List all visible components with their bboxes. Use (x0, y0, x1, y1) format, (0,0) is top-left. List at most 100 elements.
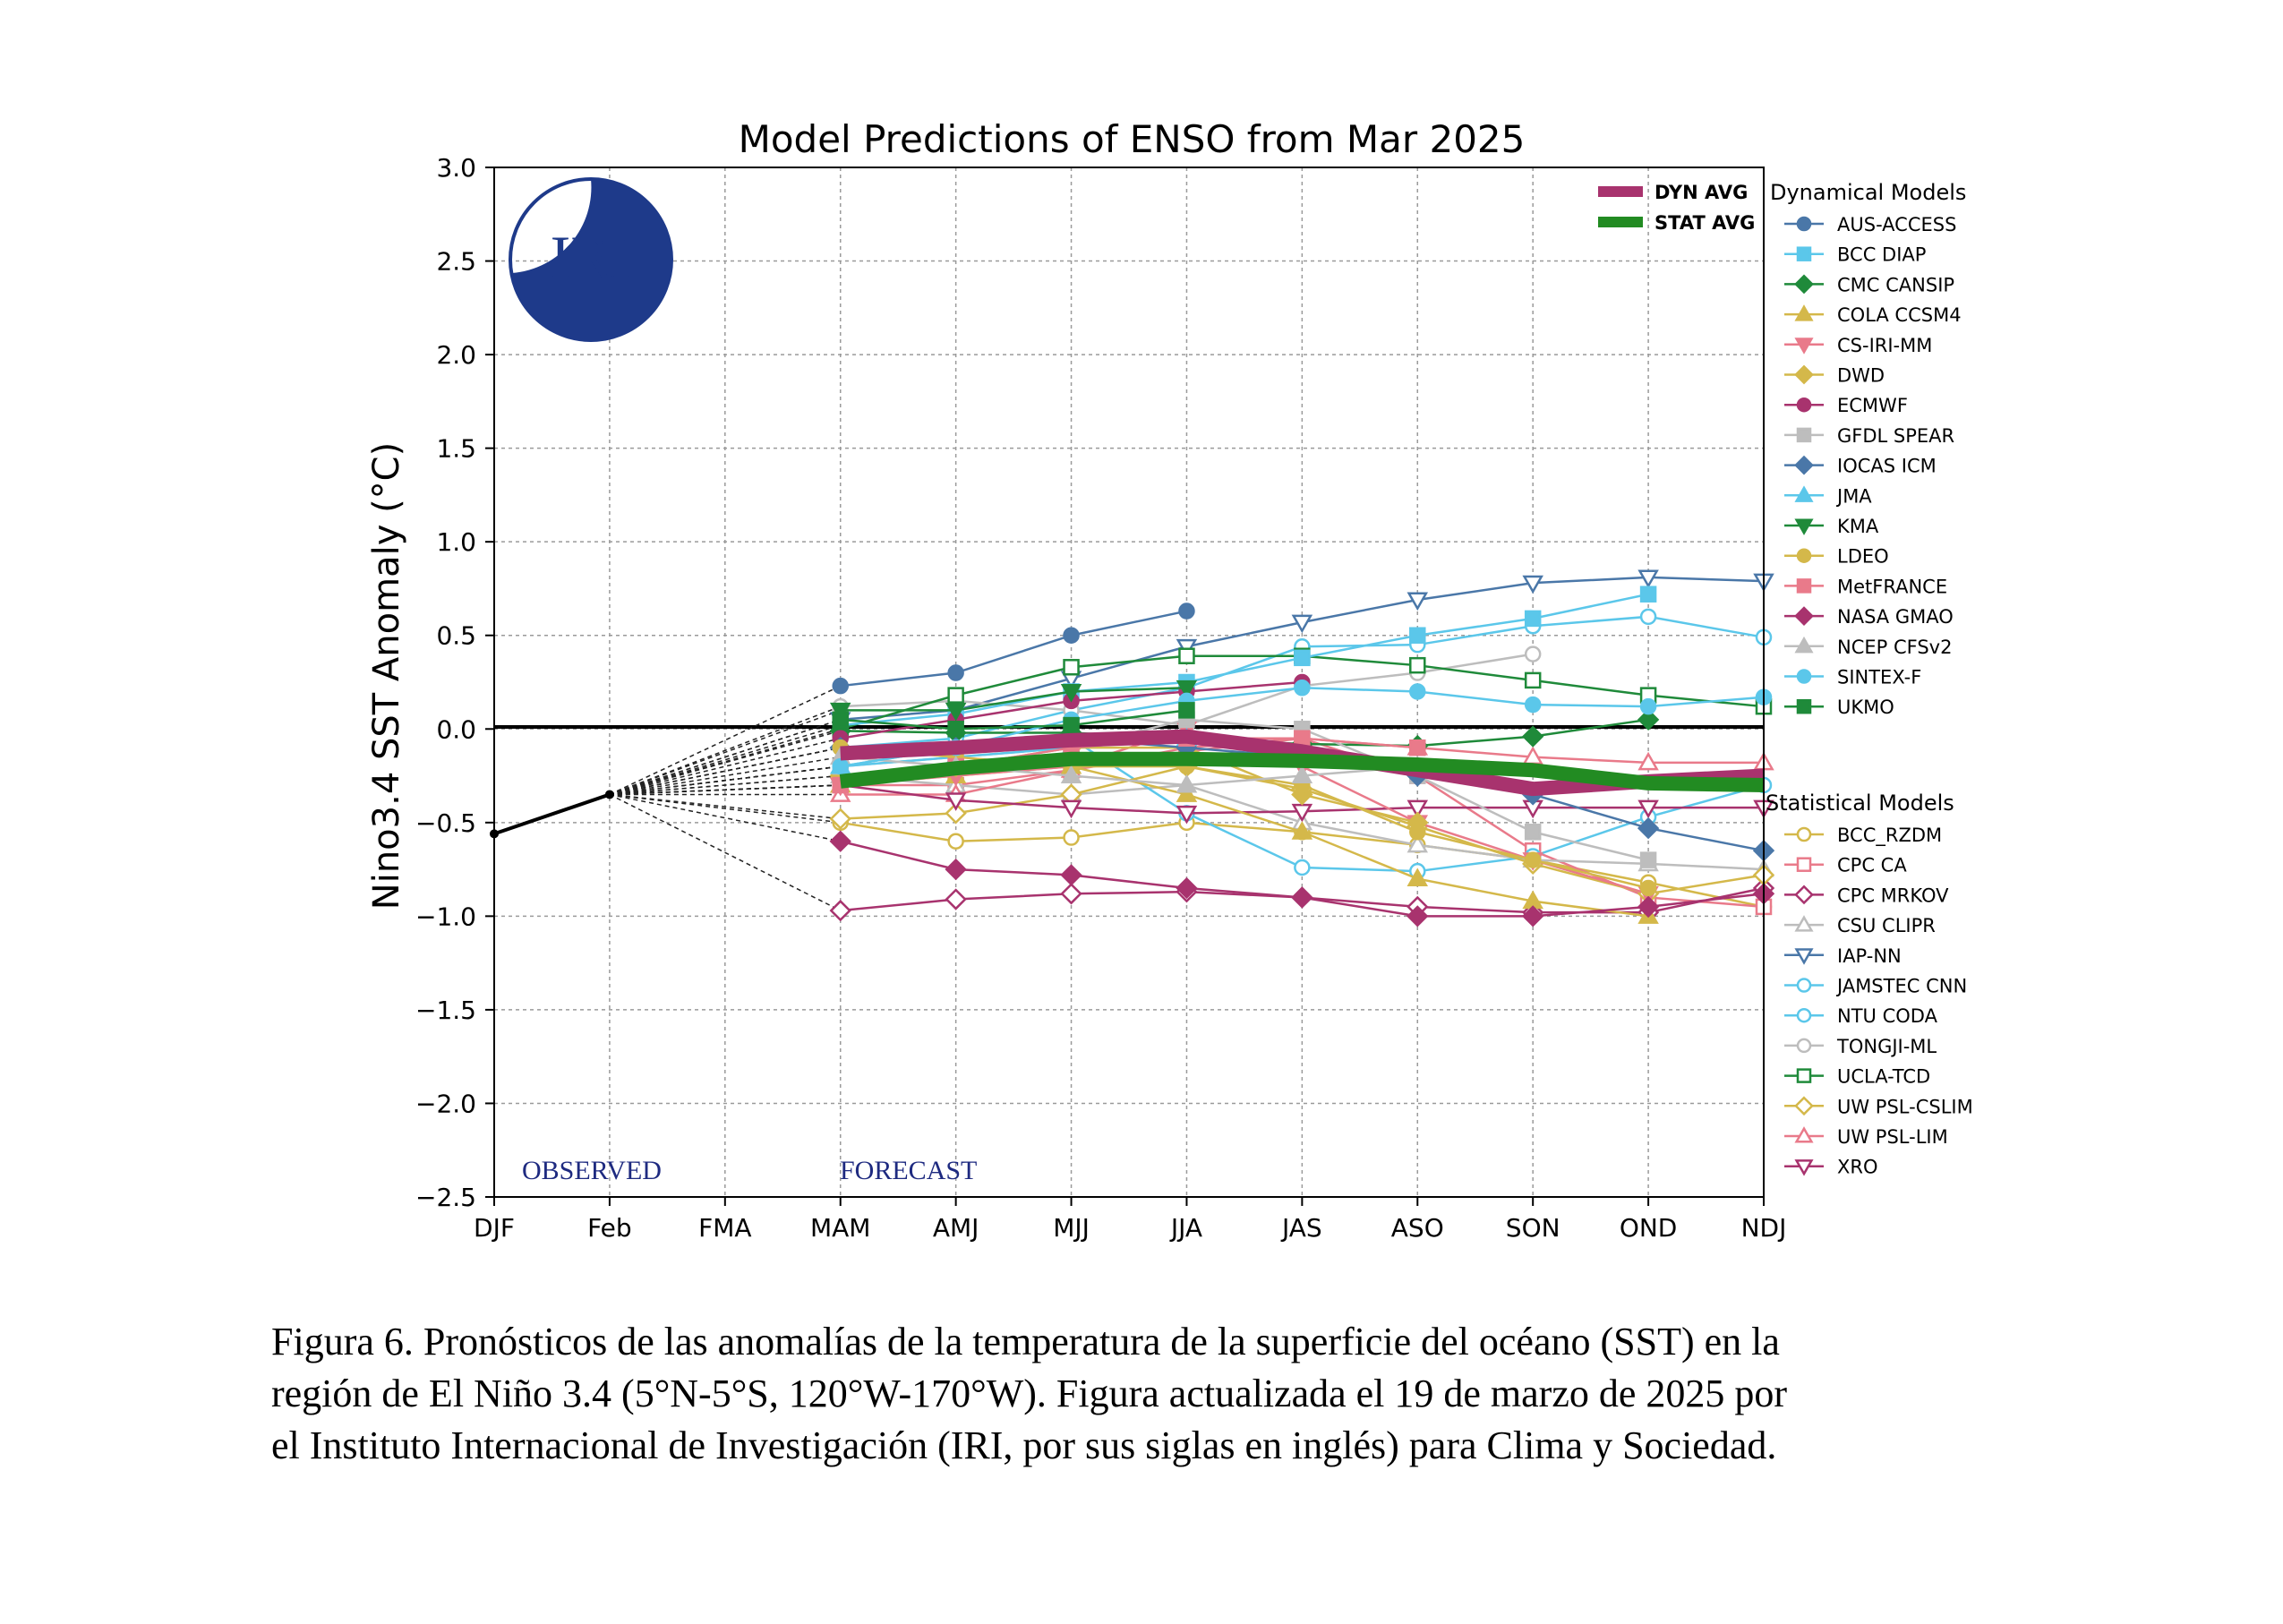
legend-label: CPC CA (1837, 855, 1907, 876)
x-tick-label: FMA (698, 1213, 751, 1243)
point-aus-access (1063, 627, 1080, 644)
point-iap-nn (1291, 614, 1313, 634)
legend-marker (1794, 338, 1814, 355)
point-uw-psl-cslim (945, 802, 967, 825)
legend-label: CSU CLIPR (1837, 915, 1936, 936)
legend-item-ldeo: LDEO (1784, 546, 1889, 568)
link-ncep-cfsv2 (609, 756, 841, 796)
point-bcc-rzdm (947, 833, 964, 850)
legend-marker (1794, 1096, 1814, 1116)
x-tick-label: JAS (1280, 1213, 1322, 1243)
link-csu-clipr (609, 774, 841, 796)
y-tick-label: −1.0 (415, 902, 476, 931)
legend-label: CPC MRKOV (1837, 885, 1949, 906)
legend-label: COLA CCSM4 (1837, 304, 1962, 326)
series-line-aus-access (840, 610, 1187, 688)
legend-label: LDEO (1837, 546, 1889, 568)
x-tick-label: OND (1620, 1213, 1678, 1243)
legend-item-kma: KMA (1784, 516, 1879, 537)
link-iap-nn (609, 719, 841, 796)
legend-item-tongji-ml: TONGJI-ML (1784, 1036, 1937, 1057)
y-tick-label: −2.5 (415, 1183, 476, 1212)
legend-label: XRO (1837, 1157, 1878, 1178)
observed-line (493, 792, 611, 836)
legend-item-nasa-gmao: NASA GMAO (1784, 606, 1954, 628)
legend-marker (1796, 216, 1812, 232)
legend-marker (1794, 915, 1814, 932)
legend-label: BCC DIAP (1837, 244, 1926, 266)
point-cola-ccsm4 (1176, 783, 1198, 802)
legend-item-cmc-cansip: CMC CANSIP (1784, 274, 1954, 295)
link-bcc-rzdm (609, 793, 841, 824)
point-ntu-coda (1294, 859, 1311, 876)
legend-item-csu-clipr: CSU CLIPR (1784, 915, 1936, 936)
point-sintex-f (1524, 696, 1542, 714)
average-series (839, 729, 1765, 797)
point-bcc-diap (1524, 610, 1542, 628)
x-tick-label: ASO (1391, 1213, 1444, 1243)
y-tick-label: 1.0 (436, 527, 476, 557)
point-csu-clipr (1407, 833, 1429, 853)
legend-label: JMA (1835, 485, 1872, 507)
caption-line-1: Figura 6. Pronósticos de las anomalías d… (271, 1320, 1780, 1363)
point-ucla-tcd (1524, 671, 1542, 689)
point-kma (1176, 680, 1198, 699)
x-tick-label: NDJ (1741, 1213, 1787, 1243)
x-tick-label: MAM (810, 1213, 870, 1243)
point-nasa-gmao (945, 858, 967, 881)
link-nasa-gmao (609, 793, 841, 842)
legend-marker (1796, 698, 1812, 714)
legend-label: CMC CANSIP (1837, 274, 1954, 295)
observed-series (490, 790, 614, 839)
legend-marker (1794, 1159, 1814, 1176)
y-tick-label: −0.5 (415, 808, 476, 838)
point-nasa-gmao (829, 830, 851, 852)
series-ukmo (832, 702, 1195, 738)
point-gfdl-spear (1639, 851, 1657, 868)
point-cmc-cansip (1637, 708, 1660, 731)
legend-item-iap-nn: IAP-NN (1784, 945, 1902, 967)
link-tongji-ml (609, 705, 841, 796)
point-iocas-icm (1637, 816, 1660, 840)
legend-label: UW PSL-LIM (1837, 1126, 1948, 1148)
legend-marker (1796, 857, 1812, 872)
point-cpc-mrkov (1060, 883, 1082, 905)
point-ucla-tcd (947, 687, 964, 704)
point-iap-nn (1637, 569, 1659, 589)
y-tick-label: 2.5 (436, 247, 476, 277)
point-cola-ccsm4 (1291, 821, 1313, 840)
point-iap-nn (1176, 638, 1198, 658)
point-nasa-gmao (1407, 905, 1429, 927)
point-sintex-f (1294, 680, 1311, 697)
point-iap-nn (1407, 592, 1429, 611)
y-tick-label: 2.0 (436, 340, 476, 370)
legend-label: NASA GMAO (1837, 606, 1954, 628)
legend-marker (1794, 636, 1814, 654)
legend-marker (1794, 485, 1814, 502)
y-tick-label: 0.5 (436, 621, 476, 651)
legend-marker (1796, 1038, 1812, 1054)
point-ukmo (832, 711, 849, 729)
legend-item-uw-psl-lim: UW PSL-LIM (1784, 1126, 1948, 1148)
y-tick-label: 3.0 (436, 153, 476, 183)
point-bcc-diap (1639, 585, 1657, 603)
x-tick-label: MJJ (1053, 1213, 1090, 1243)
legend-item-jamstec-cnn: JAMSTEC CNN (1784, 976, 1967, 997)
point-sintex-f (832, 757, 849, 775)
point-nasa-gmao (1291, 886, 1313, 909)
legend-marker (1796, 978, 1812, 993)
point-xro (1060, 799, 1082, 819)
point-bcc-diap (1294, 649, 1311, 667)
point-aus-access (1178, 603, 1195, 620)
legend-label: UW PSL-CSLIM (1837, 1096, 1973, 1117)
point-xro (1176, 805, 1198, 825)
iri-logo-crescent (512, 178, 672, 340)
legend-label: BCC_RZDM (1837, 825, 1942, 847)
series-nasa-gmao (829, 830, 1775, 927)
legend-label: IOCAS ICM (1837, 456, 1937, 477)
point-dwd (1291, 783, 1313, 806)
link-cpc-mrkov (609, 793, 842, 911)
legend-marker (1794, 455, 1814, 475)
point-tongji-ml (1524, 645, 1542, 662)
point-ncep-cfsv2 (1176, 774, 1198, 793)
